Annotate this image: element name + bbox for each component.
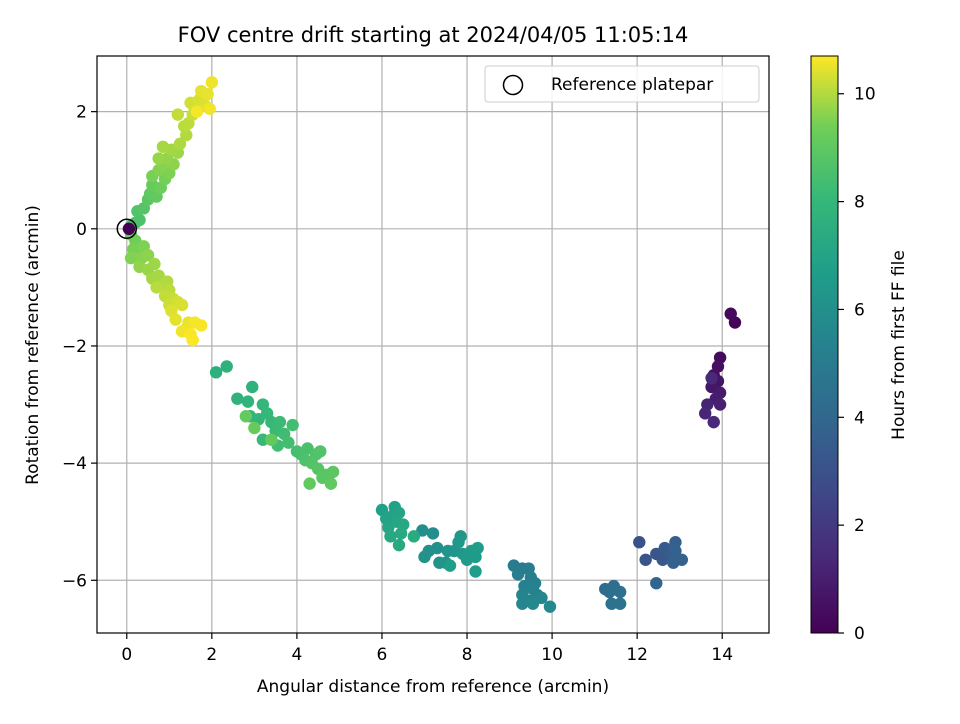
legend: Reference platepar	[484, 65, 760, 103]
scatter-point	[613, 597, 627, 610]
scatter-point	[286, 418, 299, 432]
scatter-point	[246, 380, 259, 394]
x-tick-label: 4	[291, 645, 302, 665]
scatter-point	[426, 527, 440, 540]
scatter-point	[148, 257, 161, 271]
scatter-point	[201, 87, 214, 101]
legend-marker-icon	[502, 74, 524, 96]
scatter-point	[209, 366, 223, 379]
y-tick-label: 0	[76, 220, 87, 240]
reference-point-circle	[116, 218, 138, 240]
scatter-point	[169, 313, 182, 326]
scatter-point	[526, 597, 540, 610]
colorbar-tick-label: 10	[854, 85, 876, 105]
plot-frame	[96, 55, 770, 634]
chart-title: FOV centre drift starting at 2024/04/05 …	[178, 23, 689, 47]
scatter-point	[124, 251, 138, 265]
x-tick-label: 12	[626, 645, 648, 665]
scatter-point	[705, 371, 718, 385]
scatter-point	[205, 76, 219, 89]
scatter-point	[707, 415, 720, 429]
y-tick-label: −2	[62, 337, 87, 357]
scatter-point	[605, 597, 618, 610]
colorbar-tick-label: 4	[854, 408, 865, 428]
scatter-point	[543, 600, 557, 613]
scatter-point	[469, 565, 482, 578]
y-tick-label: −4	[62, 454, 87, 474]
data-points	[122, 76, 742, 613]
scatter-point	[241, 395, 255, 408]
y-tick-label: 2	[76, 103, 87, 123]
scatter-point	[713, 398, 727, 411]
scatter-point	[156, 140, 170, 153]
scatter-point	[175, 298, 189, 312]
scatter-point	[231, 392, 244, 405]
scatter-point	[639, 553, 652, 566]
scatter-point	[324, 477, 338, 490]
x-tick-label: 10	[541, 645, 563, 665]
x-axis-label: Angular distance from reference (arcmin)	[257, 677, 609, 697]
legend-box	[484, 65, 760, 103]
scatter-point	[603, 585, 616, 599]
colorbar-tick-label: 6	[854, 300, 865, 320]
scatter-point	[394, 527, 408, 540]
colorbar-ticks: 0 2 4 6 8 10	[838, 85, 876, 644]
scatter-point	[303, 477, 316, 490]
colorbar-tick-label: 2	[854, 516, 865, 536]
colorbar-label: Hours from first FF file	[889, 250, 909, 440]
y-axis-ticks: −6 −4 −2 0 2	[62, 103, 97, 591]
scatter-point	[173, 137, 187, 151]
scatter-point	[248, 421, 261, 435]
x-tick-label: 6	[377, 645, 388, 665]
scatter-point	[516, 597, 529, 610]
scatter-point	[633, 536, 646, 549]
scatter-point	[190, 105, 204, 118]
scatter-point	[220, 360, 233, 373]
legend-entry: Reference platepar	[551, 75, 713, 95]
x-tick-label: 2	[206, 645, 217, 665]
scatter-point	[699, 407, 712, 420]
scatter-point	[452, 536, 465, 549]
scatter-point	[314, 445, 327, 458]
scatter-point	[667, 556, 680, 569]
scatter-point	[122, 222, 136, 236]
scatter-point	[256, 433, 270, 446]
colorbar-tick-label: 0	[854, 624, 865, 644]
y-axis-label: Rotation from reference (arcmin)	[23, 205, 43, 485]
colorbar	[810, 55, 839, 634]
x-axis-ticks: 0 2 4 6 8 10 12 14	[121, 633, 733, 665]
scatter-point	[203, 102, 216, 115]
scatter-point	[407, 530, 421, 543]
scatter-point	[150, 281, 163, 294]
scatter-point	[152, 152, 165, 165]
x-tick-label: 14	[711, 645, 733, 665]
scatter-point	[384, 530, 397, 543]
reference-marker	[116, 218, 138, 240]
scatter-point	[282, 436, 295, 449]
scatter-point	[669, 544, 682, 558]
x-tick-label: 8	[462, 645, 473, 665]
scatter-point	[265, 433, 278, 446]
scatter-point	[650, 577, 663, 590]
scatter-point	[141, 248, 155, 262]
scatter-point	[171, 108, 185, 121]
scatter-point	[326, 465, 340, 479]
scatter-point	[724, 307, 737, 320]
scatter-point	[511, 568, 525, 581]
scatter-point	[273, 415, 287, 429]
y-tick-label: −6	[62, 571, 87, 591]
grid	[97, 56, 769, 633]
x-tick-label: 0	[121, 645, 132, 665]
scatter-point	[669, 536, 682, 549]
scatter-point	[418, 550, 431, 564]
scatter-point	[195, 319, 208, 332]
scatter-point	[471, 541, 484, 555]
scatter-point	[443, 559, 457, 572]
scatter-point	[186, 333, 199, 347]
colorbar-tick-label: 8	[854, 193, 865, 213]
scatter-point	[613, 585, 627, 599]
scatter-point	[392, 538, 406, 552]
scatter-point	[239, 410, 253, 423]
